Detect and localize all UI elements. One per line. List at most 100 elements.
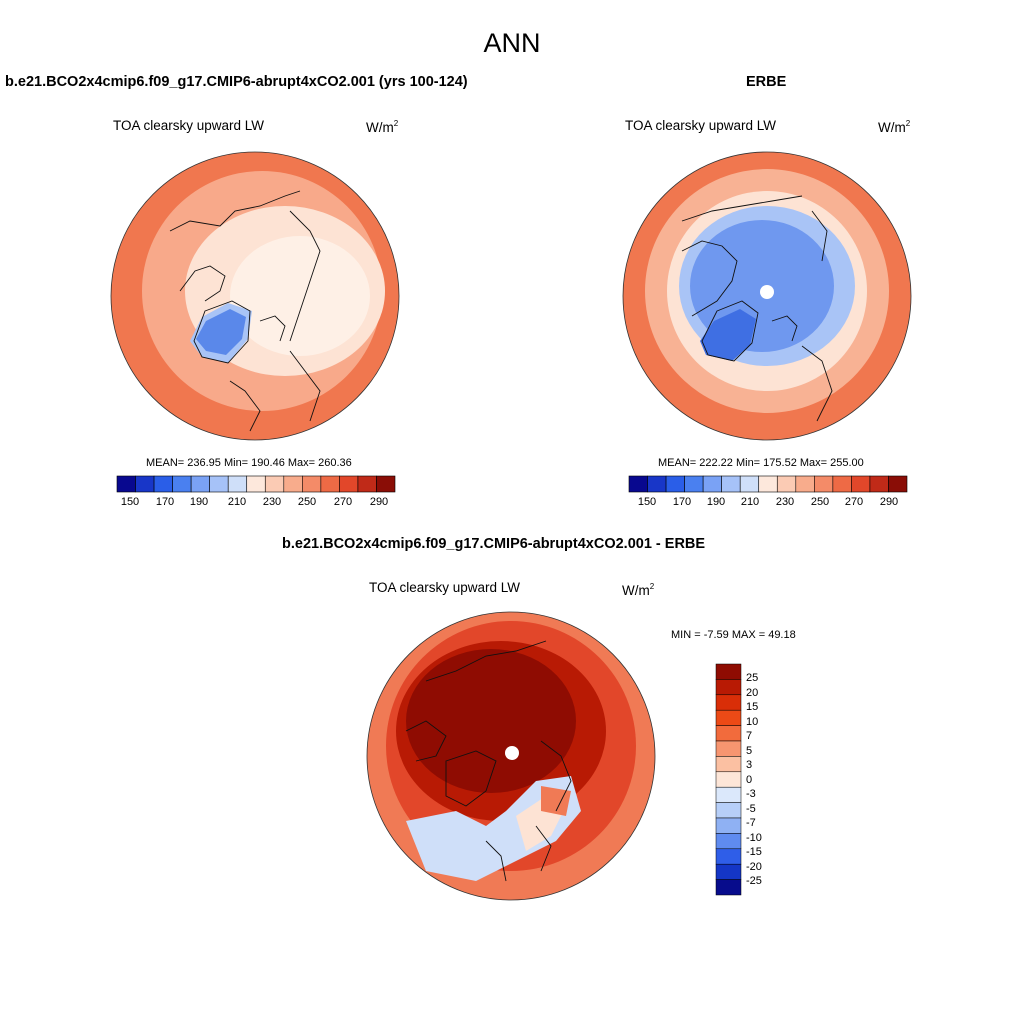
colorbar-swatch (135, 475, 155, 493)
colorbar-swatch (715, 786, 742, 803)
cb-diff-tick: 10 (746, 716, 759, 728)
colorbar-swatch (715, 740, 742, 757)
panel-diff-title: b.e21.BCO2x4cmip6.f09_g17.CMIP6-abrupt4x… (282, 536, 706, 552)
cb-obs-tick: 170 (672, 496, 692, 508)
colorbar-swatch (357, 475, 377, 493)
cb-diff-tick: -20 (746, 861, 762, 873)
panel-obs-variable: TOA clearsky upward LW (625, 118, 777, 133)
map-boundary (622, 151, 912, 441)
colorbar-swatch (715, 663, 742, 680)
colorbar-swatch (702, 475, 722, 493)
cb-test-tick: 170 (155, 496, 175, 508)
cb-obs-tick: 270 (844, 496, 864, 508)
cb-obs-tick: 230 (775, 496, 795, 508)
colorbar-swatch (628, 475, 648, 493)
cb-diff-tick: 5 (746, 745, 753, 757)
cb-diff-tick: -10 (746, 832, 762, 844)
cb-diff-tick: -5 (746, 803, 756, 815)
panel-test-polar-map (110, 151, 400, 441)
colorbar-swatch (715, 709, 742, 726)
panel-test-colorbar (116, 475, 396, 493)
cb-diff-tick: 20 (746, 687, 759, 699)
panel-obs-units: W/m2 (878, 119, 911, 135)
colorbar-swatch (888, 475, 908, 493)
panel-obs-colorbar (628, 475, 908, 493)
colorbar-swatch (283, 475, 303, 493)
colorbar-swatch (153, 475, 173, 493)
cb-diff-tick: 3 (746, 759, 753, 771)
map-fill-core (230, 236, 370, 356)
panel-diff-variable: TOA clearsky upward LW (369, 580, 521, 595)
panel-obs-stats: MEAN= 222.22 Min= 175.52 Max= 255.00 (658, 457, 864, 469)
colorbar-swatch (647, 475, 667, 493)
map-fill-warm-patch (541, 786, 571, 816)
panel-test-units: W/m2 (366, 119, 399, 135)
panel-test-title: b.e21.BCO2x4cmip6.f09_g17.CMIP6-abrupt4x… (5, 74, 468, 90)
cb-obs-tick: 290 (879, 496, 899, 508)
cb-diff-tick: 7 (746, 730, 753, 742)
cb-diff-tick: 15 (746, 701, 759, 713)
colorbar-swatch (715, 771, 742, 788)
map-boundary (110, 151, 400, 441)
colorbar-swatch (715, 848, 742, 865)
cb-diff-tick: 25 (746, 672, 759, 684)
cb-test-tick: 270 (333, 496, 353, 508)
colorbar-swatch (715, 802, 742, 819)
panel-test-stats: MEAN= 236.95 Min= 190.46 Max= 260.36 (146, 457, 352, 469)
colorbar-swatch (715, 725, 742, 742)
cb-obs-tick: 210 (740, 496, 760, 508)
panel-obs-title: ERBE (746, 74, 787, 90)
cb-test-tick: 150 (120, 496, 140, 508)
colorbar-swatch (665, 475, 685, 493)
cb-diff-tick: 0 (746, 774, 753, 786)
cb-test-tick: 210 (227, 496, 247, 508)
colorbar-swatch (715, 756, 742, 773)
colorbar-swatch (715, 863, 742, 880)
panel-diff-units: W/m2 (622, 582, 655, 598)
map-fill-greenland-cold (196, 309, 246, 355)
colorbar-swatch (209, 475, 229, 493)
cb-diff-tick: -25 (746, 875, 762, 887)
panel-diff-stats: MIN = -7.59 MAX = 49.18 (671, 629, 796, 641)
panel-test-variable: TOA clearsky upward LW (113, 118, 265, 133)
map-boundary (366, 611, 656, 901)
panel-diff-colorbar-ticks: 25 20 15 10 7 5 3 0 -3 -5 -7 -10 -15 -20… (746, 664, 786, 895)
panel-test-colorbar-ticks: 150 170 190 210 230 250 270 290 (117, 496, 395, 510)
colorbar-swatch (376, 475, 396, 493)
map-pole-hole (760, 285, 774, 299)
cb-test-tick: 250 (297, 496, 317, 508)
colorbar-swatch (715, 694, 742, 711)
panel-diff-polar-map (366, 611, 656, 901)
coastlines (405, 640, 572, 882)
colorbar-swatch (684, 475, 704, 493)
cb-test-tick: 290 (369, 496, 389, 508)
cb-test-tick: 230 (262, 496, 282, 508)
colorbar-swatch (264, 475, 285, 493)
map-fill-greenland-cold (700, 309, 756, 361)
panel-obs-polar-map (622, 151, 912, 441)
colorbar-swatch (795, 475, 815, 493)
cb-obs-tick: 190 (706, 496, 726, 508)
colorbar-swatch (776, 475, 797, 493)
colorbar-swatch (715, 679, 742, 696)
panel-diff-colorbar (715, 663, 742, 896)
coastlines (169, 190, 321, 432)
figure-title: ANN (483, 28, 541, 58)
colorbar-swatch (172, 475, 192, 493)
coastlines (681, 195, 833, 422)
colorbar-swatch (715, 817, 742, 834)
cb-diff-tick: -7 (746, 817, 756, 829)
panel-obs-colorbar-ticks: 150 170 190 210 230 250 270 290 (629, 496, 907, 510)
colorbar-swatch (320, 475, 340, 493)
colorbar-swatch (721, 475, 741, 493)
cb-diff-tick: -15 (746, 846, 762, 858)
cb-obs-tick: 250 (810, 496, 830, 508)
colorbar-swatch (832, 475, 852, 493)
colorbar-swatch (715, 833, 742, 850)
colorbar-swatch (851, 475, 871, 493)
colorbar-swatch (227, 475, 248, 493)
colorbar-swatch (869, 475, 889, 493)
colorbar-swatch (758, 475, 778, 493)
colorbar-swatch (190, 475, 210, 493)
cb-obs-tick: 150 (637, 496, 657, 508)
